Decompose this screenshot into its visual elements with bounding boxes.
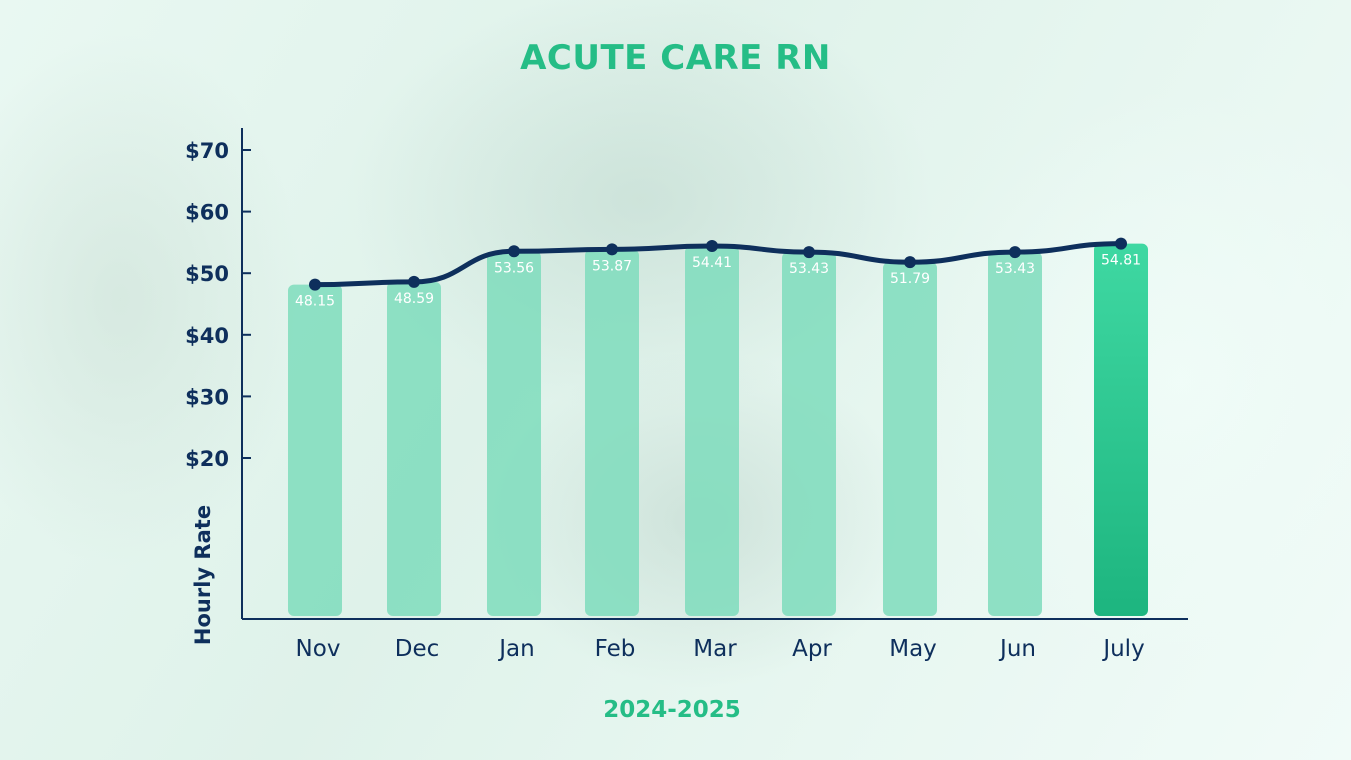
trend-line-layer bbox=[309, 237, 1127, 291]
bar-value-labels: 48.15 48.59 53.56 53.87 54.41 53.43 51.79 53.43… bbox=[295, 253, 1141, 310]
x-tick-label: Jan bbox=[497, 636, 534, 662]
bar-feb bbox=[585, 249, 639, 617]
bar-nov bbox=[288, 284, 342, 616]
x-tick-label: May bbox=[889, 636, 937, 662]
bar-apr bbox=[782, 252, 836, 616]
bar-dec bbox=[387, 281, 441, 616]
y-tick-label: $70 bbox=[185, 139, 229, 163]
trend-point-mar bbox=[706, 240, 718, 253]
y-tick-label: $40 bbox=[185, 324, 229, 348]
bars-layer bbox=[288, 243, 1148, 617]
y-tick-label: $50 bbox=[185, 262, 229, 286]
y-tick-label: $20 bbox=[185, 447, 229, 471]
x-tick-label: Nov bbox=[296, 636, 341, 662]
x-tick-label: Apr bbox=[792, 636, 832, 662]
x-tick-label: July bbox=[1101, 636, 1144, 662]
x-tick-label: Dec bbox=[395, 636, 440, 662]
bar-value-label: 53.56 bbox=[494, 260, 534, 276]
bar-value-label: 53.43 bbox=[789, 261, 829, 277]
trend-point-july bbox=[1115, 237, 1127, 250]
x-tick-label: Jun bbox=[998, 636, 1036, 662]
y-axis-label: Hourly Rate bbox=[191, 504, 215, 646]
trend-point-apr bbox=[803, 246, 815, 259]
y-tick-label: $30 bbox=[185, 385, 229, 409]
bar-value-label: 54.81 bbox=[1101, 253, 1141, 269]
bar-jun bbox=[988, 252, 1042, 616]
trend-point-nov bbox=[309, 278, 321, 291]
bar-value-label: 48.15 bbox=[295, 294, 335, 310]
bar-value-label: 53.43 bbox=[995, 261, 1035, 277]
x-tick-labels: Nov Dec Jan Feb Mar Apr May Jun July bbox=[296, 636, 1145, 662]
trend-point-feb bbox=[606, 243, 618, 256]
x-tick-label: Mar bbox=[693, 636, 737, 662]
bar-mar bbox=[685, 246, 739, 616]
y-tick-label: $60 bbox=[185, 201, 229, 225]
bar-july bbox=[1094, 243, 1148, 616]
trend-point-jan bbox=[508, 245, 520, 258]
bar-value-label: 51.79 bbox=[890, 271, 930, 287]
x-tick-label: Feb bbox=[595, 636, 636, 662]
bar-value-label: 53.87 bbox=[592, 258, 632, 274]
trend-point-dec bbox=[408, 275, 420, 288]
x-axis-label: 2024-2025 bbox=[603, 697, 741, 723]
axes bbox=[241, 128, 1188, 620]
bar-value-label: 48.59 bbox=[394, 291, 434, 307]
bar-value-label: 54.41 bbox=[692, 255, 732, 271]
trend-point-jun bbox=[1009, 246, 1021, 259]
trend-point-may bbox=[904, 256, 916, 269]
chart-title: ACUTE CARE RN bbox=[520, 38, 831, 78]
y-tick-labels: $20 $30 $40 $50 $60 $70 bbox=[185, 139, 229, 471]
bar-may bbox=[883, 262, 937, 616]
bar-jan bbox=[487, 251, 541, 617]
